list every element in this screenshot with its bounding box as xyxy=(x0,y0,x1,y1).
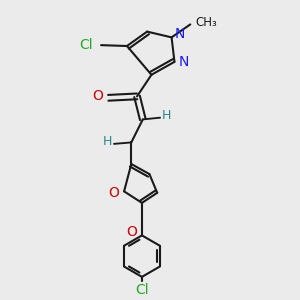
Text: H: H xyxy=(161,109,171,122)
Text: N: N xyxy=(175,27,185,41)
Text: O: O xyxy=(92,89,103,103)
Text: N: N xyxy=(179,55,189,69)
Text: Cl: Cl xyxy=(80,38,93,52)
Text: O: O xyxy=(126,225,137,239)
Text: H: H xyxy=(103,135,112,148)
Text: Cl: Cl xyxy=(135,284,149,298)
Text: O: O xyxy=(108,186,119,200)
Text: CH₃: CH₃ xyxy=(196,16,217,29)
